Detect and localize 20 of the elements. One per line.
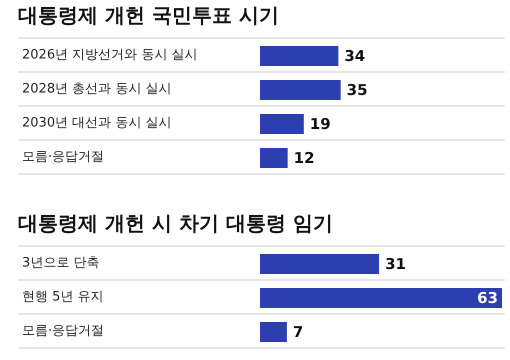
bar — [260, 80, 341, 100]
data-label: 7 — [292, 323, 304, 341]
y-tick-label: 모름·응답거절 — [22, 324, 104, 338]
y-tick-label: 모름·응답거절 — [22, 150, 104, 164]
data-label: 34 — [344, 47, 366, 65]
bar — [260, 46, 338, 66]
y-tick-label: 2026년 지방선거와 동시 실시 — [22, 48, 198, 62]
y-tick-label: 2028년 총선과 동시 실시 — [22, 82, 172, 96]
chart-title: 대통령제 개헌 시 차기 대통령 임기 — [18, 211, 333, 235]
data-label: 19 — [310, 115, 331, 133]
data-label: 63 — [477, 289, 498, 307]
y-tick-label: 2030년 대선과 동시 실시 — [22, 116, 172, 130]
y-tick-label: 3년으로 단축 — [22, 256, 100, 270]
bar — [260, 148, 288, 168]
chart-title: 대통령제 개헌 국민투표 시기 — [18, 3, 279, 27]
data-label: 35 — [346, 81, 368, 99]
y-tick-label: 현행 5년 유지 — [22, 290, 104, 304]
bar — [260, 114, 304, 134]
data-label: 12 — [294, 149, 315, 167]
data-label: 31 — [385, 255, 406, 273]
